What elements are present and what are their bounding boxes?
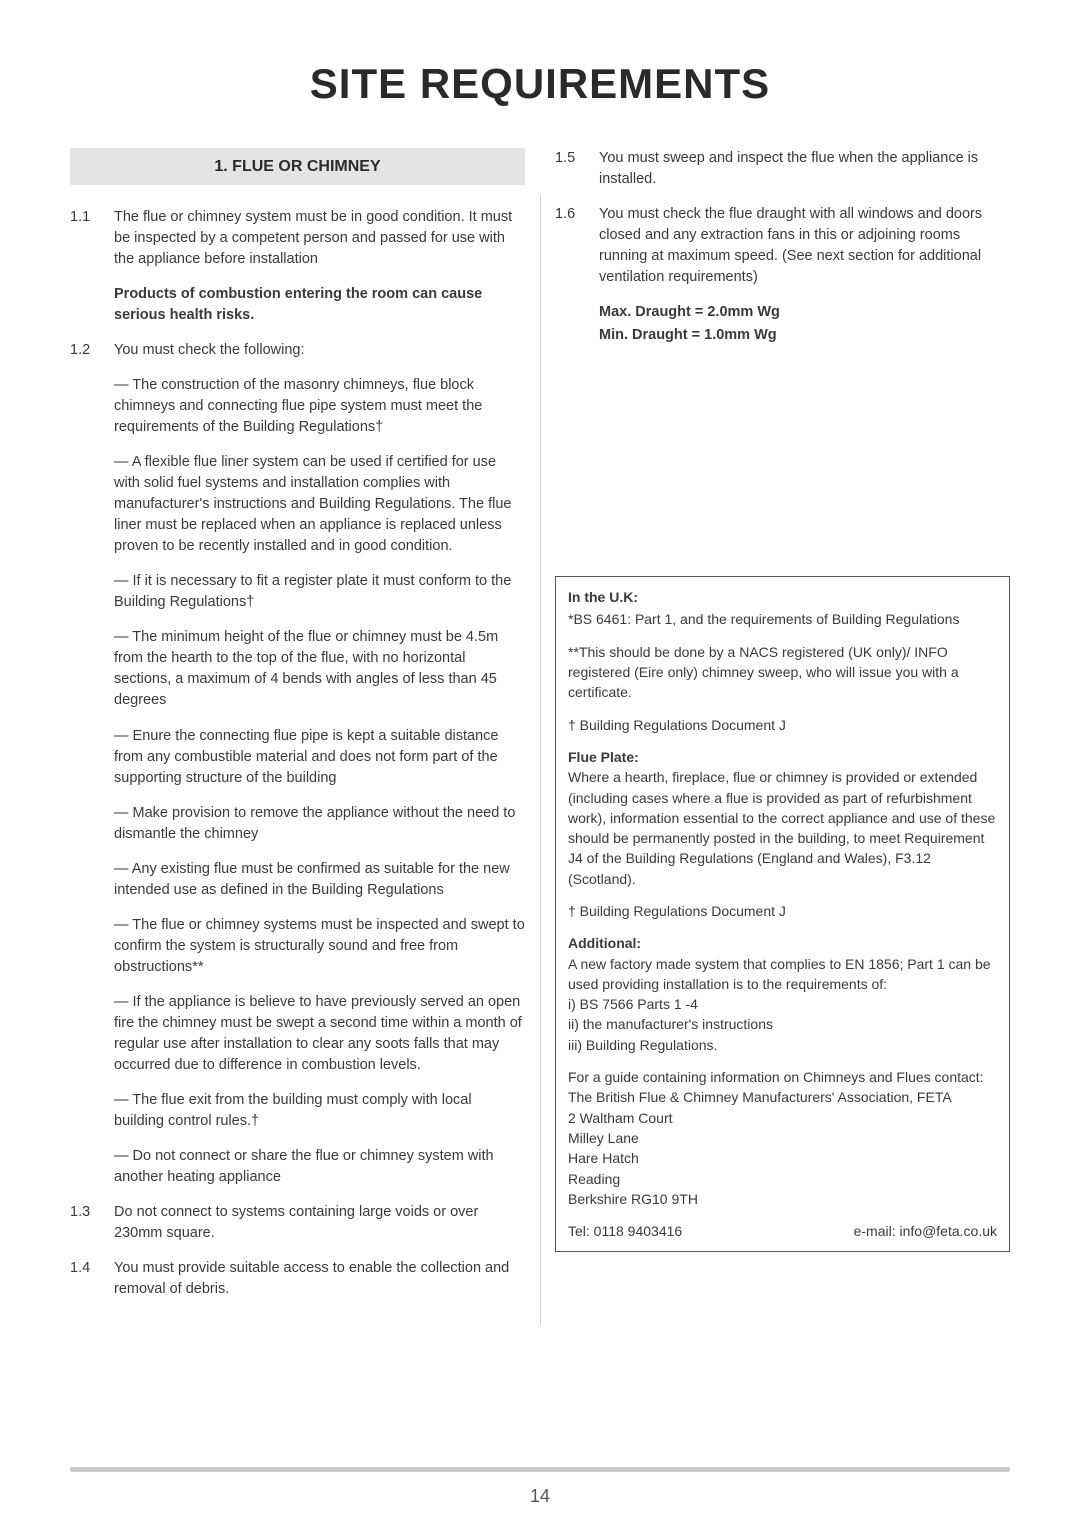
- box-text: The British Flue & Chimney Manufacturers…: [568, 1087, 997, 1107]
- clause-num: 1.1: [70, 207, 114, 270]
- clause-1-5: 1.5 You must sweep and inspect the flue …: [555, 148, 1010, 190]
- box-text: Berkshire RG10 9TH: [568, 1189, 997, 1209]
- bullet-list: — The construction of the masonry chimne…: [114, 375, 525, 1188]
- box-text: i) BS 7566 Parts 1 -4: [568, 994, 997, 1014]
- additional-heading: Additional:: [568, 935, 641, 951]
- page-title: SITE REQUIREMENTS: [70, 60, 1010, 108]
- clause-num: 1.6: [555, 204, 599, 346]
- draught-min: Min. Draught = 1.0mm Wg: [599, 325, 1010, 346]
- clause-text: You must check the following:: [114, 340, 525, 361]
- uk-heading: In the U.K:: [568, 589, 638, 605]
- section-heading: 1. FLUE OR CHIMNEY: [70, 148, 525, 185]
- bullet-item: — If it is necessary to fit a register p…: [114, 571, 525, 613]
- clause-1-3: 1.3 Do not connect to systems containing…: [70, 1202, 525, 1244]
- bullet-item: — The construction of the masonry chimne…: [114, 375, 525, 438]
- column-divider: [540, 195, 541, 1325]
- box-text: 2 Waltham Court: [568, 1108, 997, 1128]
- clause-text: Do not connect to systems containing lar…: [114, 1202, 525, 1244]
- bullet-item: — The minimum height of the flue or chim…: [114, 627, 525, 711]
- clause-1-2: 1.2 You must check the following:: [70, 340, 525, 361]
- page-number: 14: [0, 1486, 1080, 1507]
- clause-text: You must sweep and inspect the flue when…: [599, 148, 1010, 190]
- bullet-item: — A flexible flue liner system can be us…: [114, 452, 525, 557]
- clause-text: The flue or chimney system must be in go…: [114, 207, 525, 270]
- clause-num: 1.2: [70, 340, 114, 361]
- box-text: ii) the manufacturer's instructions: [568, 1014, 997, 1034]
- left-column: 1. FLUE OR CHIMNEY 1.1 The flue or chimn…: [70, 148, 529, 1314]
- bullet-item: — If the appliance is believe to have pr…: [114, 992, 525, 1076]
- box-text: iii) Building Regulations.: [568, 1035, 997, 1055]
- bullet-item: — Enure the connecting flue pipe is kept…: [114, 726, 525, 789]
- warning-text: Products of combustion entering the room…: [114, 284, 525, 326]
- box-text: Hare Hatch: [568, 1148, 997, 1168]
- clause-1-6: 1.6 You must check the flue draught with…: [555, 204, 1010, 346]
- box-text: *BS 6461: Part 1, and the requirements o…: [568, 609, 997, 629]
- clause-1-4: 1.4 You must provide suitable access to …: [70, 1258, 525, 1300]
- box-text: † Building Regulations Document J: [568, 901, 997, 921]
- footer-rule: [70, 1467, 1010, 1472]
- draught-max: Max. Draught = 2.0mm Wg: [599, 302, 1010, 323]
- box-text: **This should be done by a NACS register…: [568, 642, 997, 703]
- box-text: A new factory made system that complies …: [568, 954, 997, 995]
- contact-tel: Tel: 0118 9403416: [568, 1221, 854, 1241]
- contact-email: e-mail: info@feta.co.uk: [854, 1221, 997, 1241]
- bullet-item: — The flue or chimney systems must be in…: [114, 915, 525, 978]
- box-text: † Building Regulations Document J: [568, 715, 997, 735]
- clause-num: 1.4: [70, 1258, 114, 1300]
- box-text: Reading: [568, 1169, 997, 1189]
- bullet-item: — Do not connect or share the flue or ch…: [114, 1146, 525, 1188]
- clause-text: You must provide suitable access to enab…: [114, 1258, 525, 1300]
- bullet-item: — Make provision to remove the appliance…: [114, 803, 525, 845]
- box-text: Where a hearth, fireplace, flue or chimn…: [568, 767, 997, 889]
- flue-plate-heading: Flue Plate:: [568, 749, 639, 765]
- box-text: Milley Lane: [568, 1128, 997, 1148]
- bullet-item: — The flue exit from the building must c…: [114, 1090, 525, 1132]
- right-column: 1.5 You must sweep and inspect the flue …: [551, 148, 1010, 1314]
- box-text: For a guide containing information on Ch…: [568, 1067, 997, 1087]
- info-box: In the U.K: *BS 6461: Part 1, and the re…: [555, 576, 1010, 1252]
- clause-num: 1.3: [70, 1202, 114, 1244]
- bullet-item: — Any existing flue must be confirmed as…: [114, 859, 525, 901]
- clause-1-1: 1.1 The flue or chimney system must be i…: [70, 207, 525, 270]
- clause-num: 1.5: [555, 148, 599, 190]
- clause-text: You must check the flue draught with all…: [599, 204, 1010, 288]
